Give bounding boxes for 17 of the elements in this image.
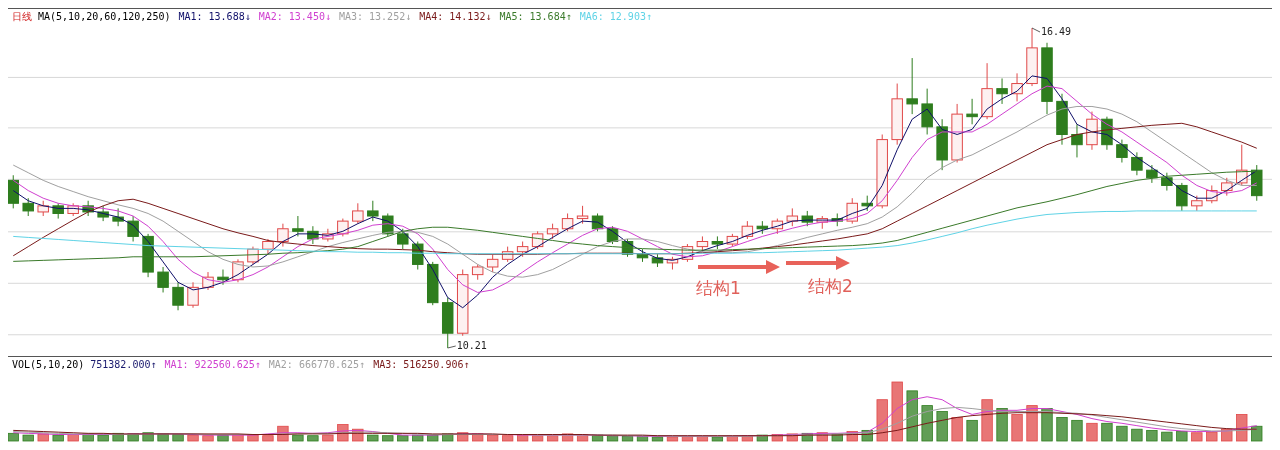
text: MA1: 13.688↓	[178, 11, 251, 22]
text: MA4: 14.132↓	[419, 11, 492, 22]
annotation: 结构1	[696, 278, 741, 298]
chart-title: VOL(5,10,20)	[12, 359, 85, 370]
chart-title: 日线	[12, 11, 32, 22]
text: MA1: 922560.625↑	[164, 359, 261, 370]
chart-subtitle: MA(5,10,20,60,120,250)	[38, 11, 171, 22]
text: MA2: 666770.625↑	[268, 359, 366, 370]
annotation: 10.21	[456, 340, 487, 351]
text: MA3: 13.252↓	[338, 11, 412, 22]
text: 751382.000↑	[90, 359, 157, 370]
text: MA6: 12.903↑	[579, 11, 652, 22]
text: MA3: 516250.906↑	[373, 359, 470, 370]
text: MA2: 13.450↓	[258, 11, 331, 22]
text: MA5: 13.684↑	[499, 11, 572, 22]
annotation: 结构2	[808, 276, 853, 296]
annotation: 16.49	[1041, 26, 1072, 37]
